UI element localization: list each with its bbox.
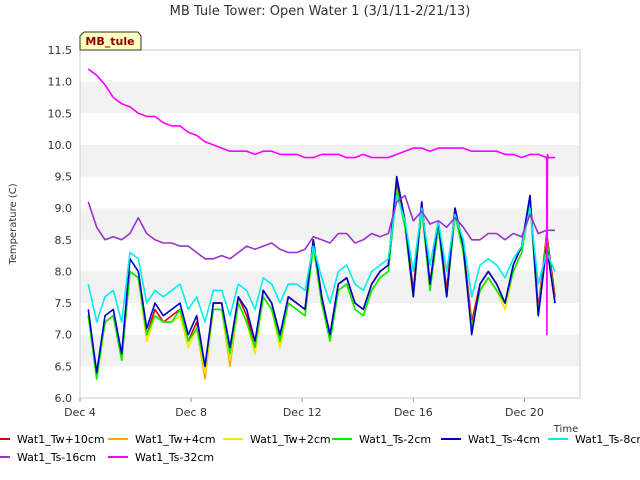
x-axis-ticks: Dec 4 Dec 8 Dec 12 Dec 16 Dec 20 (64, 398, 544, 419)
y-axis-ticks: 6.0 6.5 7.0 7.5 8.0 8.5 9.0 9.5 10.0 10.5 11.0 11.5 (48, 44, 73, 405)
plot-border (79, 49, 581, 399)
grid-band (80, 239, 580, 272)
y-tick-label: 6.0 (55, 392, 73, 405)
grid-band (80, 208, 580, 240)
series-lines (87, 68, 556, 380)
grid-band (80, 271, 580, 304)
grid-band (80, 81, 580, 114)
y-tick-label: 11.0 (48, 76, 73, 89)
x-tick-label: Dec 12 (283, 406, 322, 419)
legend-label: Wat1_Ts-16cm (17, 451, 96, 464)
legend: Wat1_Tw+10cm Wat1_Tw+4cm Wat1_Tw+2cm Wat1_T… (0, 433, 640, 464)
y-tick-label: 9.5 (55, 171, 73, 184)
x-tick-label: Dec 4 (64, 406, 96, 419)
plot-background-bands (80, 50, 580, 398)
y-tick-label: 7.0 (55, 329, 73, 342)
series-line-wat1-ts-16cm (87, 194, 555, 260)
y-tick-label: 11.5 (48, 44, 73, 57)
grid-band (80, 176, 580, 209)
y-tick-label: 10.0 (48, 139, 73, 152)
grid-band (80, 366, 580, 398)
y-axis-label: Temperature (C) (8, 183, 19, 265)
y-tick-label: 7.5 (55, 297, 73, 310)
chart-title: MB Tule Tower: Open Water 1 (3/1/11-2/21… (170, 4, 471, 19)
grid-band (80, 303, 580, 335)
grid-band (80, 144, 580, 177)
site-badge: MB_tule (79, 31, 142, 51)
badge-label: MB_tule (85, 35, 134, 48)
badge-box (79, 31, 142, 51)
legend-label: Wat1_Ts-4cm (468, 433, 540, 446)
x-axis-label: Time (553, 424, 578, 435)
series-line-wat1-ts-4cm (87, 175, 556, 374)
legend-label: Wat1_Ts-32cm (135, 451, 214, 464)
x-tick-label: Dec 20 (505, 406, 544, 419)
y-tick-label: 6.5 (55, 360, 73, 373)
grid-band (80, 50, 580, 82)
grid-band (80, 113, 580, 145)
y-tick-label: 8.5 (55, 234, 73, 247)
legend-label: Wat1_Ts-8cm (575, 433, 640, 446)
legend-label: Wat1_Tw+2cm (250, 433, 331, 446)
y-tick-label: 9.0 (55, 202, 73, 215)
y-tick-label: 10.5 (48, 107, 73, 120)
series-line-wat1-ts-8cm (87, 194, 556, 323)
x-tick-label: Dec 16 (394, 406, 433, 419)
x-tick-label: Dec 8 (175, 406, 207, 419)
y-tick-label: 8.0 (55, 265, 73, 278)
legend-label: Wat1_Tw+10cm (17, 433, 105, 446)
legend-label: Wat1_Tw+4cm (135, 433, 216, 446)
legend-label: Wat1_Ts-2cm (359, 433, 431, 446)
series-line-wat1-ts-32cm (87, 68, 555, 336)
